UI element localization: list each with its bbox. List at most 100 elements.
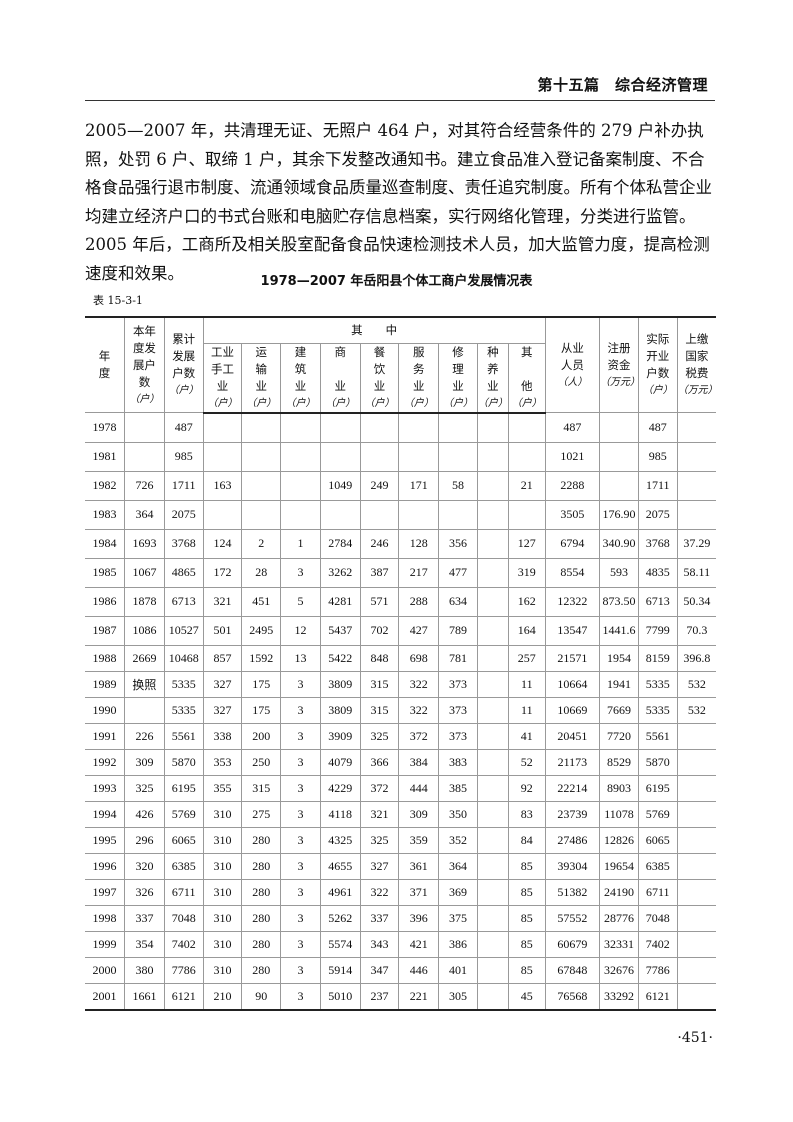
table-cell: 85 bbox=[507, 904, 546, 932]
table-cell: 327 bbox=[202, 670, 243, 698]
table-cell: 1990 bbox=[85, 696, 126, 724]
table-cell: 8529 bbox=[599, 748, 639, 776]
table-cell bbox=[476, 441, 509, 472]
table-cell: 2495 bbox=[241, 615, 282, 646]
table-cell bbox=[241, 470, 282, 501]
table-cell: 3809 bbox=[319, 670, 361, 698]
column-unit: （户） bbox=[207, 397, 238, 409]
table-cell: 10527 bbox=[163, 615, 204, 646]
table-cell: 39304 bbox=[544, 852, 601, 880]
table-cell: 8159 bbox=[637, 644, 678, 672]
table-cell bbox=[676, 412, 716, 443]
table-cell: 1989 bbox=[85, 670, 126, 698]
table-cell: 1996 bbox=[85, 852, 126, 880]
table-cell: 84 bbox=[507, 826, 546, 854]
table-cell bbox=[676, 774, 716, 802]
table-cell: 383 bbox=[438, 748, 478, 776]
table-cell: 6195 bbox=[637, 774, 678, 802]
table-cell: 5870 bbox=[163, 748, 204, 776]
table-cell: 6711 bbox=[163, 878, 204, 906]
table-cell: 1981 bbox=[85, 441, 126, 472]
table-cell: 92 bbox=[507, 774, 546, 802]
table-cell: 310 bbox=[202, 852, 243, 880]
table-cell: 326 bbox=[124, 878, 165, 906]
table-cell bbox=[241, 441, 282, 472]
table-cell: 85 bbox=[507, 930, 546, 958]
table-cell bbox=[676, 930, 716, 958]
table-cell: 200 bbox=[241, 722, 282, 750]
table-cell: 1049 bbox=[319, 470, 361, 501]
table-cell: 1987 bbox=[85, 615, 126, 646]
table-cell: 361 bbox=[398, 852, 440, 880]
table-cell: 487 bbox=[544, 412, 601, 443]
table-cell: 873.50 bbox=[599, 586, 639, 617]
table-cell: 3 bbox=[280, 722, 321, 750]
table-cell bbox=[476, 956, 509, 984]
table-cell: 23739 bbox=[544, 800, 601, 828]
table-cell: 296 bbox=[124, 826, 165, 854]
table-cell: 789 bbox=[438, 615, 478, 646]
header-divider bbox=[85, 100, 715, 101]
table-cell: 20451 bbox=[544, 722, 601, 750]
table-cell: 396.8 bbox=[676, 644, 716, 672]
table-cell: 52 bbox=[507, 748, 546, 776]
table-cell: 1021 bbox=[544, 441, 601, 472]
table-cell: 5335 bbox=[163, 696, 204, 724]
table-cell: 1995 bbox=[85, 826, 126, 854]
table-cell: 10468 bbox=[163, 644, 204, 672]
table-cell: 6121 bbox=[163, 982, 204, 1010]
table-cell bbox=[676, 499, 716, 530]
table-cell bbox=[241, 499, 282, 530]
table-cell bbox=[319, 412, 361, 443]
column-label: 建 筑 业 bbox=[294, 344, 307, 393]
table-cell: 5870 bbox=[637, 748, 678, 776]
table-cell: 3 bbox=[280, 982, 321, 1010]
table-cell bbox=[124, 441, 165, 472]
table-cell: 325 bbox=[359, 722, 400, 750]
table-cell: 451 bbox=[241, 586, 282, 617]
table-cell: 33292 bbox=[599, 982, 639, 1010]
column-label: 商 业 bbox=[334, 344, 346, 393]
table-cell: 305 bbox=[438, 982, 478, 1010]
table-cell: 6713 bbox=[637, 586, 678, 617]
table-cell bbox=[202, 412, 243, 443]
column-unit: （户） bbox=[325, 397, 356, 409]
table-cell: 4961 bbox=[319, 878, 361, 906]
table-cell: 3 bbox=[280, 748, 321, 776]
column-unit: （户） bbox=[642, 385, 673, 396]
table-cell: 70.3 bbox=[676, 615, 716, 646]
table-cell: 364 bbox=[124, 499, 165, 530]
column-label: 服 务 业 bbox=[413, 344, 425, 393]
table-cell: 985 bbox=[637, 441, 678, 472]
table-cell: 175 bbox=[241, 696, 282, 724]
table-cell bbox=[476, 904, 509, 932]
table-cell: 857 bbox=[202, 644, 243, 672]
table-cell: 27486 bbox=[544, 826, 601, 854]
table-cell: 386 bbox=[438, 930, 478, 958]
table-cell: 347 bbox=[359, 956, 400, 984]
table-cell bbox=[438, 412, 478, 443]
table-cell: 249 bbox=[359, 470, 400, 501]
table-cell: 5 bbox=[280, 586, 321, 617]
table-row: 1991 226 5561 338 200 3 3909 325 372 373 41 20451 77… bbox=[85, 722, 716, 750]
table-cell bbox=[476, 748, 509, 776]
column-header: 从业 人员 （人） bbox=[544, 317, 601, 413]
column-label: 注册 资金 bbox=[607, 340, 631, 372]
table-cell bbox=[280, 470, 321, 501]
table-cell: 4835 bbox=[637, 557, 678, 588]
table-cell: 3768 bbox=[637, 528, 678, 559]
table-cell bbox=[241, 412, 282, 443]
table-cell: 8554 bbox=[544, 557, 601, 588]
table-cell: 7720 bbox=[599, 722, 639, 750]
table-number: 表 15-3-1 bbox=[93, 294, 143, 307]
table-cell: 369 bbox=[438, 878, 478, 906]
table-cell: 288 bbox=[398, 586, 440, 617]
table-cell: 32331 bbox=[599, 930, 639, 958]
table-cell: 51382 bbox=[544, 878, 601, 906]
table-cell bbox=[476, 470, 509, 501]
table-cell: 21173 bbox=[544, 748, 601, 776]
table-cell: 2001 bbox=[85, 982, 126, 1010]
column-label: 修 理 业 bbox=[452, 344, 464, 393]
table-cell: 781 bbox=[438, 644, 478, 672]
